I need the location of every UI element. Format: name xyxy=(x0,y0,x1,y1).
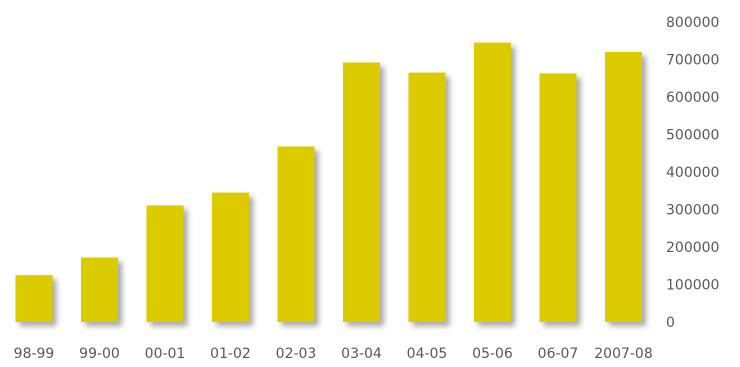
bar-05-06 xyxy=(474,42,511,322)
y-tick-label: 200000 xyxy=(666,240,719,256)
bar-2007-08 xyxy=(605,52,642,322)
bar-06-07 xyxy=(539,73,577,323)
bar-04-05 xyxy=(408,72,446,322)
bar-01-02 xyxy=(212,192,249,322)
y-tick-label: 0 xyxy=(666,315,675,331)
x-tick-label: 98-99 xyxy=(14,346,55,362)
bar-02-03 xyxy=(277,146,315,322)
x-tick-label: 06-07 xyxy=(538,346,579,362)
y-tick-label: 600000 xyxy=(666,90,719,106)
x-tick-label: 04-05 xyxy=(407,346,448,362)
x-tick-label: 03-04 xyxy=(341,346,382,362)
y-tick-label: 400000 xyxy=(666,165,719,181)
y-tick-label: 800000 xyxy=(666,15,719,31)
y-tick-label: 700000 xyxy=(666,53,719,69)
bar-99-00 xyxy=(81,257,118,322)
bar-03-04 xyxy=(343,62,380,322)
x-tick-label: 99-00 xyxy=(79,346,120,362)
x-tick-label: 02-03 xyxy=(276,346,317,362)
x-tick-label: 01-02 xyxy=(210,346,251,362)
bar-98-99 xyxy=(15,275,53,322)
y-axis-labels: 0 100000 200000 300000 400000 500000 600000 700… xyxy=(666,15,719,331)
x-tick-label: 00-01 xyxy=(145,346,186,362)
bar-00-01 xyxy=(146,205,184,322)
y-tick-label: 300000 xyxy=(666,203,719,219)
x-tick-label: 2007-08 xyxy=(594,346,653,362)
x-axis-labels: 98-99 99-00 00-01 01-02 02-03 03-04 04-05 05-06… xyxy=(14,346,653,362)
bars-group xyxy=(15,42,642,323)
y-tick-label: 500000 xyxy=(666,128,719,144)
y-tick-label: 100000 xyxy=(666,278,719,294)
x-tick-label: 05-06 xyxy=(472,346,513,362)
